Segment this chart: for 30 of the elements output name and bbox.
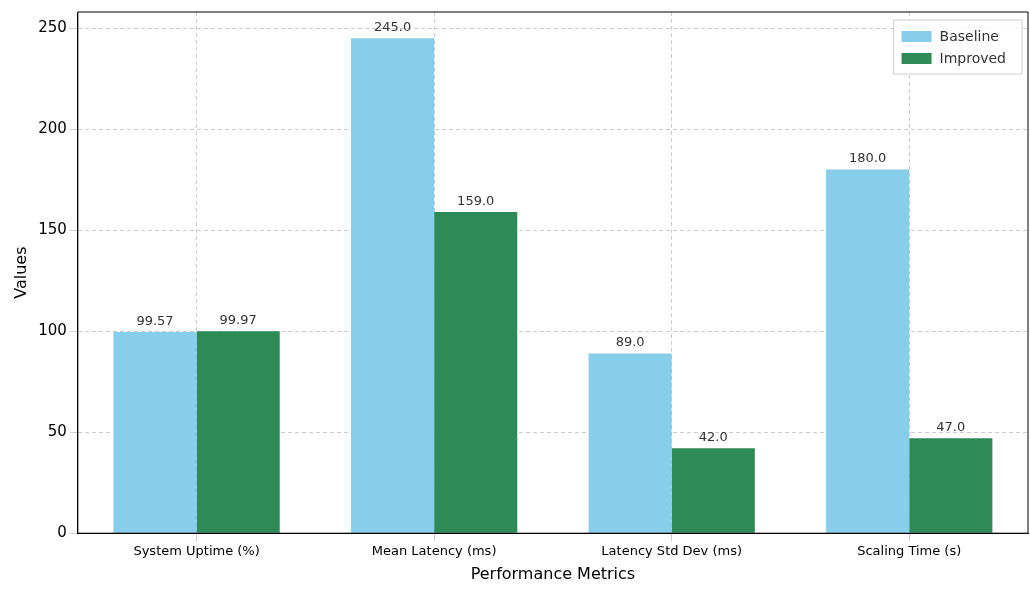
y-tick-label: 150 bbox=[38, 220, 67, 239]
bar bbox=[671, 448, 755, 533]
y-tick-label: 100 bbox=[38, 321, 67, 340]
y-tick-label: 50 bbox=[47, 422, 67, 441]
bar bbox=[196, 331, 280, 533]
data-label: 89.0 bbox=[615, 334, 645, 350]
data-label: 180.0 bbox=[849, 150, 887, 166]
bar bbox=[434, 212, 518, 533]
legend-label: Baseline bbox=[939, 27, 999, 44]
x-tick-label: System Uptime (%) bbox=[133, 543, 260, 559]
data-label: 99.57 bbox=[136, 312, 174, 328]
y-tick-label: 0 bbox=[57, 523, 67, 542]
data-label: 245.0 bbox=[373, 19, 412, 35]
bar bbox=[351, 38, 435, 533]
y-axis-title: Values bbox=[10, 246, 30, 299]
x-tick-label: Latency Std Dev (ms) bbox=[601, 543, 743, 559]
y-tick-label: 250 bbox=[38, 18, 67, 37]
bar bbox=[113, 332, 197, 533]
y-tick-label: 200 bbox=[38, 119, 67, 138]
data-label: 47.0 bbox=[936, 419, 966, 435]
data-label: 99.97 bbox=[219, 312, 257, 328]
x-tick-label: Mean Latency (ms) bbox=[371, 543, 497, 559]
x-tick-label: Scaling Time (s) bbox=[857, 543, 962, 559]
data-label: 42.0 bbox=[698, 429, 728, 445]
x-axis-title: Performance Metrics bbox=[470, 563, 636, 583]
legend-label: Improved bbox=[939, 49, 1006, 66]
data-label: 159.0 bbox=[457, 192, 495, 208]
bar bbox=[826, 169, 910, 533]
bar bbox=[588, 353, 672, 533]
bar bbox=[909, 438, 993, 533]
